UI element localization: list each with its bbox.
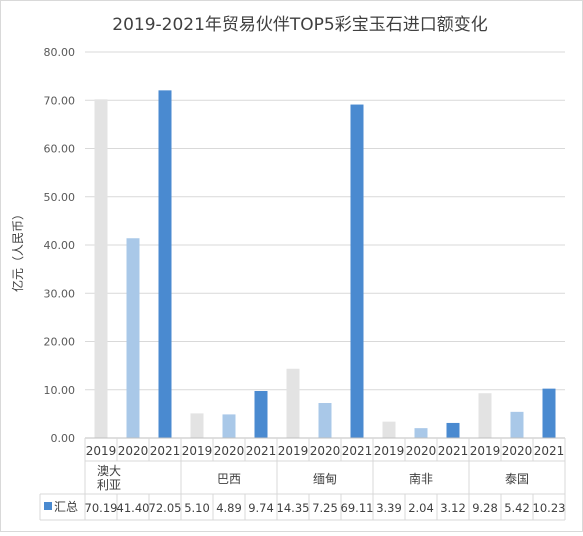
data-label: 72.05 (149, 501, 182, 515)
legend-swatch (44, 502, 52, 510)
x-tick-label-group: 泰国 (505, 472, 529, 486)
legend-label: 汇总 (54, 500, 78, 514)
bar-澳大利亚-2020 (126, 238, 140, 438)
bar-南非-2020 (414, 428, 428, 438)
axes: 0.00 10.00 20.00 30.00 40.00 50.00 60.00 70.00 8… (44, 46, 565, 445)
y-tick-label: 0.00 (51, 432, 76, 445)
data-label: 10.23 (533, 501, 566, 515)
x-tick-label-year: 2019 (278, 444, 309, 458)
y-tick-label: 20.00 (44, 336, 76, 349)
y-tick-label: 10.00 (44, 384, 76, 397)
y-tick-label: 70.00 (44, 94, 76, 107)
bar-南非-2019 (382, 421, 396, 438)
x-tick-label-year: 2021 (246, 444, 277, 458)
x-tick-label-group: 缅甸 (313, 472, 337, 486)
data-label: 9.74 (248, 501, 274, 515)
x-tick-label-year: 2020 (214, 444, 245, 458)
bar-泰国-2020 (510, 411, 524, 438)
data-label: 14.35 (277, 501, 310, 515)
x-tick-label-year: 2019 (470, 444, 501, 458)
x-tick-label-year: 2020 (406, 444, 437, 458)
x-tick-label-year: 2019 (86, 444, 117, 458)
x-tick-label-year: 2021 (534, 444, 565, 458)
bar-缅甸-2020 (318, 403, 332, 438)
data-table: 2019 2020 2021 2019 2020 2021 2019 2020 2021 2019… (39, 438, 566, 521)
bar-南非-2021 (446, 422, 460, 438)
y-tick-label: 30.00 (44, 287, 76, 300)
x-tick-label-group: 南非 (409, 471, 433, 486)
y-tick-label: 40.00 (44, 239, 76, 252)
x-tick-label-year: 2020 (118, 444, 149, 458)
data-label: 5.10 (184, 501, 210, 515)
x-tick-label-group: 利亚 (97, 478, 121, 492)
x-tick-label-group: 巴西 (217, 472, 241, 486)
x-tick-label-year: 2021 (342, 444, 373, 458)
x-tick-label-year: 2021 (438, 444, 469, 458)
x-tick-label-year: 2019 (374, 444, 405, 458)
data-label: 3.12 (440, 501, 466, 515)
bar-泰国-2019 (478, 393, 492, 438)
y-tick-label: 50.00 (44, 191, 76, 204)
chart-title: 2019-2021年贸易伙伴TOP5彩宝玉石进口额变化 (112, 15, 488, 35)
bar-巴西-2020 (222, 414, 236, 438)
bar-澳大利亚-2019 (94, 99, 108, 438)
bar-泰国-2021 (542, 388, 556, 438)
data-label: 41.40 (117, 501, 150, 515)
data-label: 69.11 (341, 501, 374, 515)
y-tick-label: 60.00 (44, 143, 76, 156)
data-label: 3.39 (376, 501, 402, 515)
data-label: 4.89 (216, 501, 242, 515)
x-tick-label-year: 2020 (310, 444, 341, 458)
bars (94, 90, 556, 438)
x-tick-label-group: 澳大 (97, 464, 121, 478)
bar-澳大利亚-2021 (158, 90, 172, 438)
x-tick-label-year: 2021 (150, 444, 181, 458)
bar-巴西-2021 (254, 391, 268, 438)
data-label: 7.25 (312, 501, 338, 515)
data-label: 5.42 (504, 501, 530, 515)
x-tick-label-year: 2019 (182, 444, 213, 458)
bar-缅甸-2019 (286, 368, 300, 438)
x-tick-label-year: 2020 (502, 444, 533, 458)
data-label: 9.28 (472, 501, 498, 515)
bar-巴西-2019 (190, 413, 204, 438)
y-tick-label: 80.00 (44, 46, 76, 59)
bar-缅甸-2021 (350, 104, 364, 438)
data-label: 2.04 (408, 501, 434, 515)
data-label: 70.19 (85, 501, 118, 515)
y-axis-label: 亿元（人民币） (10, 208, 25, 292)
